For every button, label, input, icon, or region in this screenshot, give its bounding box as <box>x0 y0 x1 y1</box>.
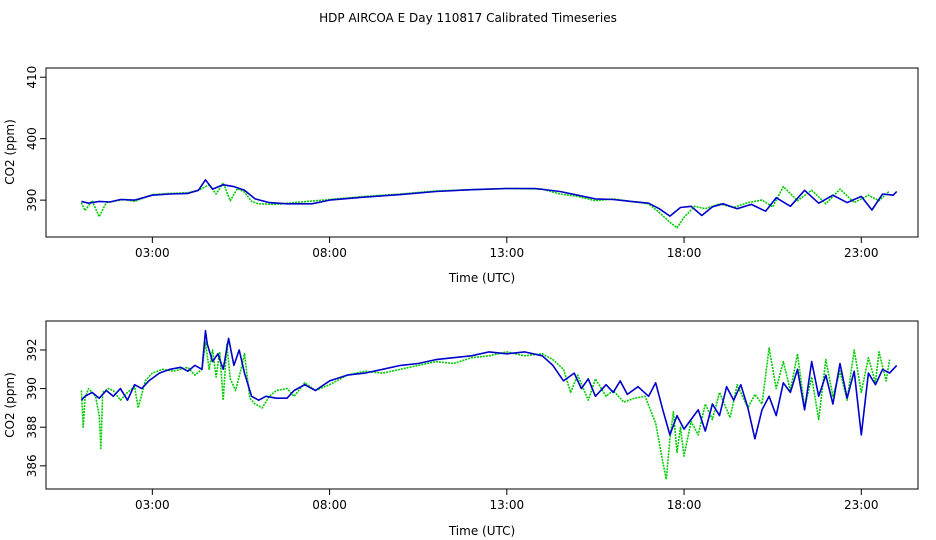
x-tick-label: 08:00 <box>312 246 347 260</box>
series-line-2 <box>81 179 898 217</box>
y-tick-label: 388 <box>25 416 39 439</box>
x-tick-label: 03:00 <box>135 246 170 260</box>
x-tick-label: 13:00 <box>490 498 525 512</box>
panel-bottom-y-axis: 386 388 390 392 <box>25 339 47 477</box>
x-tick-label: 08:00 <box>312 498 347 512</box>
panel-top-x-label: Time (UTC) <box>448 271 515 285</box>
x-tick-label: 13:00 <box>490 246 525 260</box>
y-tick-label: 400 <box>25 127 39 150</box>
x-tick-label: 23:00 <box>844 498 879 512</box>
panel-top-x-axis: 03:00 08:00 13:00 18:00 23:00 <box>135 236 879 260</box>
y-tick-label: 410 <box>25 66 39 89</box>
panel-bottom-y-label: CO2 (ppm) <box>3 372 17 438</box>
series-line-1 <box>80 341 891 481</box>
y-tick-label: 390 <box>25 189 39 212</box>
panel-top-y-label: CO2 (ppm) <box>3 119 17 185</box>
panel-top-series <box>80 179 898 229</box>
panel-top-frame <box>45 67 919 238</box>
y-tick-label: 386 <box>25 454 39 477</box>
y-tick-label: 390 <box>25 377 39 400</box>
x-tick-label: 18:00 <box>667 246 702 260</box>
panel-top: 03:00 08:00 13:00 18:00 23:00 390 400 410 Time… <box>3 66 919 285</box>
chart-title: HDP AIRCOA E Day 110817 Calibrated Times… <box>319 11 617 25</box>
panel-bottom-frame <box>45 320 919 490</box>
panel-bottom-x-label: Time (UTC) <box>448 524 515 538</box>
x-tick-label: 18:00 <box>667 498 702 512</box>
x-tick-label: 03:00 <box>135 498 170 512</box>
panel-bottom-x-axis: 03:00 08:00 13:00 18:00 23:00 <box>135 488 879 512</box>
x-tick-label: 23:00 <box>844 246 879 260</box>
panel-bottom: 03:00 08:00 13:00 18:00 23:00 386 388 390 392 T… <box>3 320 919 538</box>
y-tick-label: 392 <box>25 339 39 362</box>
panel-bottom-series <box>80 329 898 481</box>
series-line-2 <box>80 329 898 440</box>
panel-top-y-axis: 390 400 410 <box>25 66 47 212</box>
